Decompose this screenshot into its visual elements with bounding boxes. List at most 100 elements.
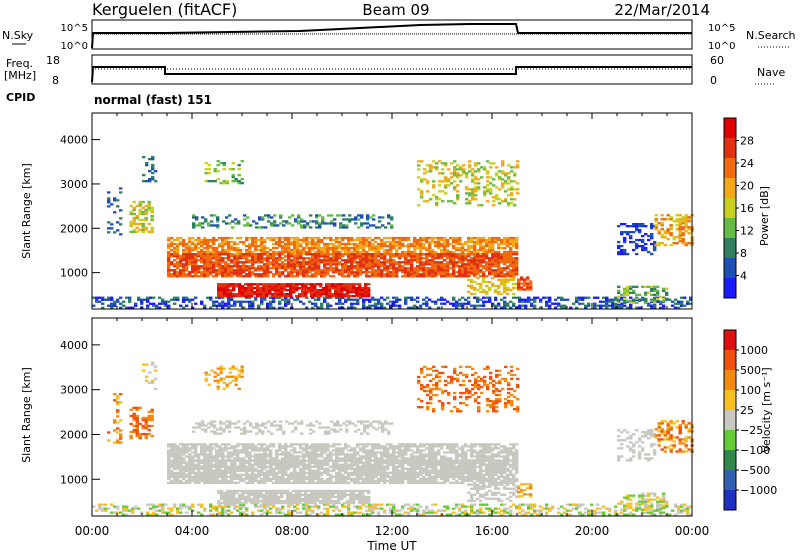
echo-cell [659,513,663,516]
echo-cell [323,246,327,250]
echo-cell [666,218,670,221]
echo-cell [308,265,312,268]
echo-cell [657,242,661,245]
echo-cell [488,236,492,240]
echo-cell [464,242,468,246]
echo-cell [473,292,477,296]
echo-cell [355,293,359,296]
echo-cell [176,248,180,252]
echo-cell [500,503,504,506]
echo-cell [644,242,648,246]
echo-cell [623,513,627,516]
echo-cell [461,505,465,508]
echo-cell [489,162,493,165]
echo-cell [479,242,483,246]
echo-cell [226,289,230,292]
echo-cell [197,267,201,270]
echo-cell [510,186,514,189]
echo-cell [524,298,528,301]
echo-cell [269,507,273,510]
echo-cell [629,236,633,240]
echo-cell [687,216,691,219]
echo-cell [440,255,444,258]
echo-cell [383,298,387,301]
echo-cell [437,265,441,268]
echo-cell [494,306,498,309]
echo-cell [441,168,445,171]
echo-cell [347,449,351,452]
echo-cell [188,259,192,262]
echo-cell [287,265,291,268]
echo-cell [497,265,501,268]
echo-cell [471,188,475,191]
echo-cell [275,449,279,452]
echo-cell [482,280,486,284]
echo-cell [308,505,312,508]
echo-cell [259,293,263,296]
echo-cell [560,298,564,301]
echo-cell [512,259,516,262]
echo-cell [216,160,220,163]
echo-cell [239,275,243,278]
echo-cell [485,257,489,260]
echo-cell [287,253,291,256]
echo-cell [520,282,524,285]
echo-cell [461,275,465,278]
echo-cell [215,443,219,446]
echo-cell [455,302,459,305]
echo-cell [116,397,120,400]
echo-cell [173,238,177,242]
echo-cell [251,244,255,248]
echo-cell [242,306,246,309]
echo-cell [389,503,393,506]
echo-cell [144,416,148,420]
echo-cell [311,242,315,246]
echo-cell [341,503,345,506]
echo-cell [653,304,657,307]
echo-cell [122,507,126,510]
echo-cell [359,246,363,250]
echo-cell [446,265,450,268]
echo-cell [284,275,288,278]
echo-cell [377,306,381,309]
echo-cell [298,287,302,290]
echo-cell [235,285,239,288]
echo-cell [256,289,260,292]
echo-cell [326,257,330,260]
echo-cell [504,172,508,175]
echo-cell [141,206,145,210]
echo-cell [359,273,363,276]
echo-cell [681,220,685,223]
echo-cell [173,505,177,508]
echo-cell [256,293,260,296]
echo-cell [494,263,498,266]
echo-cell [125,507,129,510]
echo-cell [389,300,393,303]
echo-cell [209,265,213,268]
echo-cell [497,284,501,288]
echo-cell [468,160,472,163]
echo-cell [422,257,426,260]
echo-cell [98,503,102,506]
echo-cell [332,453,336,456]
echo-cell [644,293,648,296]
echo-cell [423,172,427,175]
echo-cell [329,457,333,460]
echo-cell [194,273,198,276]
echo-cell [494,511,498,514]
echo-cell [344,248,348,252]
echo-cell [470,509,474,512]
echo-cell [236,300,240,303]
echo-cell [434,250,438,254]
echo-cell [302,269,306,272]
echo-cell [150,206,154,210]
echo-cell [251,265,255,268]
echo-cell [494,253,498,256]
echo-cell [440,269,444,272]
echo-cell [489,166,493,169]
echo-cell [173,445,177,448]
echo-cell [335,449,339,452]
echo-cell [248,273,252,276]
echo-cell [101,302,105,305]
echo-cell [218,455,222,458]
